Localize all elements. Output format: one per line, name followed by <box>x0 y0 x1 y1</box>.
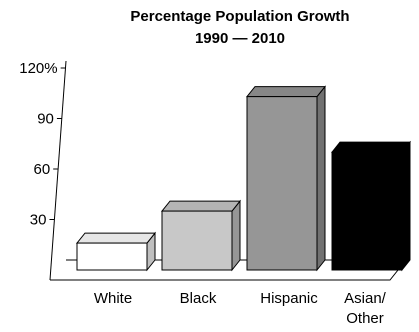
y-tick-label: 60 <box>33 161 50 178</box>
bars <box>75 85 412 272</box>
bar <box>330 140 412 272</box>
bar-front <box>246 96 318 271</box>
bar-side <box>316 85 326 272</box>
x-category-label: Hispanic <box>260 290 318 307</box>
bar-front <box>76 242 148 271</box>
bar-side <box>231 199 241 272</box>
bar <box>245 85 327 272</box>
bar-side <box>401 140 411 272</box>
y-axis-line <box>49 60 67 281</box>
y-tick-label: 120% <box>19 60 57 77</box>
bar-top <box>160 200 242 212</box>
bar-top <box>75 232 157 244</box>
bar <box>160 199 242 272</box>
bar-top <box>245 86 327 98</box>
x-category-label: White <box>94 290 132 307</box>
bar-front <box>331 151 403 271</box>
bar <box>75 231 157 272</box>
bar-top <box>330 141 412 153</box>
y-axis-ticks: 30 60 90 120% <box>19 60 66 229</box>
x-category-label: Asian/Other <box>344 290 387 327</box>
bar-front <box>161 210 233 271</box>
x-axis-labels: White Black Hispanic Asian/Other <box>94 290 387 327</box>
chart-subtitle: 1990 — 2010 <box>195 30 285 47</box>
chart-title: Percentage Population Growth <box>130 8 349 25</box>
y-tick-label: 90 <box>37 111 54 128</box>
y-tick-label: 30 <box>30 212 47 229</box>
x-category-label: Black <box>180 290 217 307</box>
